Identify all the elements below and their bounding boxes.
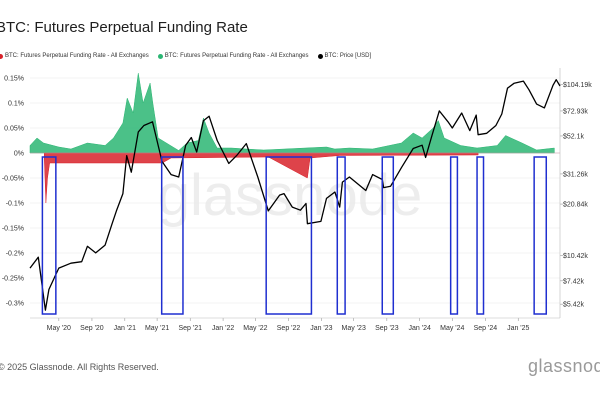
legend-dot-negative (0, 53, 3, 59)
highlight-box (476, 156, 485, 315)
highlight-box (336, 156, 346, 315)
x-tick-label: Jan '25 (507, 325, 529, 332)
right-tick-label: $20.84k (563, 202, 588, 209)
left-tick-label: 0.1% (8, 101, 24, 108)
x-tick-label: Sep '20 (80, 325, 104, 332)
highlight-box (533, 156, 548, 315)
x-tick-label: Sep '21 (178, 325, 202, 332)
left-tick-label: -0.2% (6, 251, 24, 258)
left-tick-label: -0.05% (2, 176, 24, 183)
legend-dot-price (317, 53, 323, 59)
x-tick-label: Jan '22 (212, 325, 234, 332)
left-tick-label: -0.3% (6, 301, 24, 308)
legend-item-negative[interactable]: BTC: Futures Perpetual Funding Rate - Al… (0, 53, 149, 59)
x-tick-label: Sep '22 (277, 325, 301, 332)
highlight-box (449, 156, 459, 315)
right-tick-label: $5.42k (563, 302, 585, 309)
right-tick-label: $31.26k (563, 171, 588, 178)
legend-dot-positive (157, 53, 163, 59)
x-tick-label: May '24 (440, 325, 464, 332)
x-tick-label: Sep '24 (474, 325, 498, 332)
copyright-footer: © 2025 Glassnode. All Rights Reserved. (0, 362, 159, 372)
highlight-box (381, 156, 395, 315)
legend-label-positive: BTC: Futures Perpetual Funding Rate - Al… (164, 53, 309, 59)
x-tick-label: Jan '21 (114, 325, 136, 332)
left-tick-label: -0.15% (2, 226, 24, 233)
right-tick-label: $104.19k (563, 82, 592, 89)
x-tick-label: May '23 (342, 325, 366, 332)
x-tick-label: Jan '24 (409, 325, 431, 332)
funding-negative-area (44, 152, 479, 204)
legend-item-positive[interactable]: BTC: Futures Perpetual Funding Rate - Al… (157, 53, 309, 59)
x-tick-label: May '22 (243, 325, 267, 332)
highlight-box (265, 156, 313, 315)
price-line (29, 79, 561, 311)
funding-positive-area (29, 72, 555, 154)
right-tick-label: $10.42k (563, 253, 588, 260)
x-tick-label: May '20 (47, 325, 71, 332)
x-tick-label: Jan '23 (310, 325, 332, 332)
highlight-box (41, 156, 57, 315)
highlight-box (160, 156, 184, 315)
x-tick-label: Sep '23 (375, 325, 399, 332)
right-tick-label: $72.93k (563, 108, 588, 115)
legend-item-price[interactable]: BTC: Price [USD] (317, 53, 372, 59)
chart-title: BTC: Futures Perpetual Funding Rate (0, 19, 248, 36)
left-tick-label: 0.15% (4, 76, 24, 83)
right-tick-label: $52.1k (563, 133, 585, 140)
legend-label-price: BTC: Price [USD] (324, 53, 372, 59)
glassnode-logo: glassnode (528, 356, 600, 376)
chart-legend: BTC: Futures Perpetual Funding Rate - Al… (0, 53, 380, 59)
left-tick-label: 0.05% (4, 126, 24, 133)
left-tick-label: -0.1% (6, 201, 24, 208)
left-tick-label: 0% (14, 151, 24, 158)
x-tick-label: May '21 (145, 325, 169, 332)
legend-label-negative: BTC: Futures Perpetual Funding Rate - Al… (5, 53, 149, 59)
left-tick-label: -0.25% (2, 276, 24, 283)
watermark-text: glassnode (158, 163, 422, 228)
right-tick-label: $7.42k (563, 278, 585, 285)
